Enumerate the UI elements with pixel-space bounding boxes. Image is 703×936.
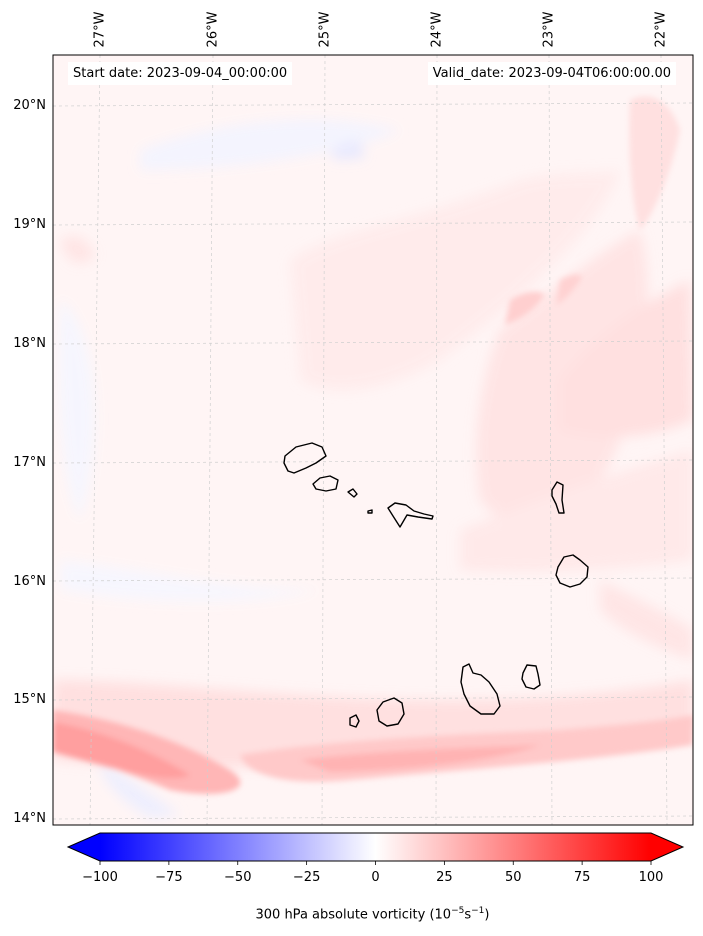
lon-label-25w: 25°W — [317, 11, 333, 48]
colorbar-outline — [66, 832, 685, 862]
island-sao-nicolau — [387, 502, 434, 528]
island-fogo — [376, 697, 405, 727]
coastlines — [283, 442, 589, 728]
colorbar-label-mid: s — [464, 907, 472, 923]
island-sal — [551, 481, 565, 514]
colorbar — [66, 832, 685, 865]
colorbar-tick-label: 50 — [504, 870, 522, 885]
lat-label-14n: 14°N — [13, 811, 46, 826]
island-branco — [367, 509, 373, 514]
colorbar-gradient — [100, 833, 651, 861]
colorbar-tick-label: 100 — [638, 870, 664, 885]
lat-label-15n: 15°N — [13, 692, 46, 707]
island-maio — [521, 664, 541, 690]
colorbar-tick-label: −100 — [82, 870, 118, 885]
colorbar-tick-label: 25 — [436, 870, 453, 885]
map-frame — [52, 54, 694, 826]
colorbar-tick-label: −75 — [155, 870, 183, 885]
lat-label-17n: 17°N — [13, 455, 46, 470]
colorbar-label-prefix: 300 hPa absolute vorticity (10 — [255, 907, 452, 923]
lat-label-20n: 20°N — [13, 98, 46, 113]
colorbar-label: 300 hPa absolute vorticity (10−5s−1) — [0, 906, 703, 922]
colorbar-tick-label: 75 — [573, 870, 591, 885]
lat-label-18n: 18°N — [13, 336, 46, 351]
colorbar-label-exp2: −1 — [471, 906, 485, 916]
colorbar-extend-max — [651, 833, 683, 861]
island-brava — [349, 714, 360, 728]
colorbar-label-suffix: ) — [484, 907, 490, 923]
island-santo-antao — [283, 442, 327, 474]
island-santa-luzia — [347, 488, 358, 498]
lat-label-19n: 19°N — [13, 217, 46, 232]
lon-label-24w: 24°W — [429, 11, 445, 48]
lon-label-22w: 22°W — [653, 11, 669, 48]
lon-label-26w: 26°W — [205, 11, 221, 48]
lat-label-16n: 16°N — [13, 574, 46, 589]
start-date-label: Start date: 2023-09-04_00:00:00 — [68, 62, 293, 85]
island-santiago — [460, 663, 501, 715]
lon-label-27w: 27°W — [92, 11, 108, 48]
colorbar-tick-label: −25 — [292, 870, 321, 885]
colorbar-extend-min — [68, 833, 100, 861]
valid-date-label: Valid_date: 2023-09-04T06:00:00.00 — [427, 62, 676, 85]
gridlines — [53, 55, 693, 825]
island-sao-vicente — [312, 475, 339, 492]
colorbar-tick-label: 0 — [371, 870, 380, 885]
island-boa-vista — [555, 554, 589, 588]
colorbar-tick-label: −50 — [224, 870, 252, 885]
lon-label-23w: 23°W — [541, 11, 557, 48]
colorbar-label-exp1: −5 — [451, 906, 465, 916]
vorticity-field — [53, 55, 693, 825]
